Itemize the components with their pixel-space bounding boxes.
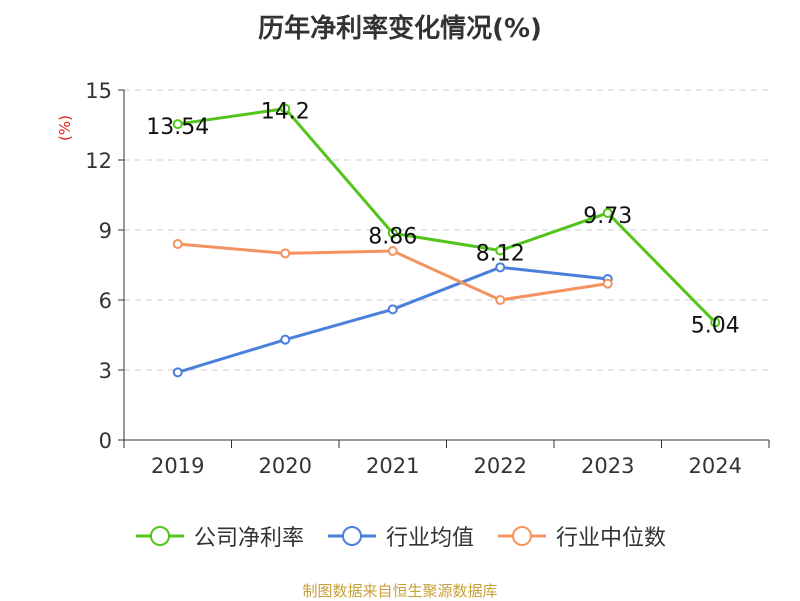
y-tick-label: 0	[99, 429, 112, 453]
grid-lines	[124, 89, 769, 371]
data-labels: 13.54 14.2 8.86 8.12 9.73 5.04	[146, 100, 739, 339]
data-point	[172, 239, 183, 249]
legend-marker-icon	[498, 526, 546, 546]
legend-label: 行业中位数	[556, 526, 667, 551]
data-point	[602, 278, 613, 289]
chart-title: 历年净利率变化情况(%)	[258, 14, 542, 44]
legend-item[interactable]: 行业均值	[326, 520, 474, 552]
y-tick-label: 15	[85, 79, 112, 103]
data-point	[495, 295, 506, 305]
x-tick-label: 2021	[366, 454, 419, 478]
data-label: 9.73	[583, 204, 632, 229]
data-point	[280, 248, 291, 259]
legend-label: 公司净利率	[193, 526, 304, 551]
data-point	[172, 367, 183, 378]
legend-item[interactable]: 行业中位数	[496, 520, 666, 552]
series-line-1	[177, 265, 608, 374]
data-point	[495, 245, 506, 256]
data-label: 8.86	[368, 224, 417, 249]
data-label: 5.04	[691, 313, 740, 338]
y-tick-label: 6	[99, 289, 112, 313]
data-label: 14.2	[261, 100, 310, 125]
legend-marker-icon	[135, 526, 184, 546]
data-label: 13.54	[146, 115, 209, 140]
x-tick-label: 2019	[151, 454, 204, 478]
legend: 公司净利率 行业均值 行业中位数	[0, 520, 800, 552]
source-note: 制图数据来自恒生聚源数据库	[302, 582, 498, 600]
legend-item[interactable]: 公司净利率	[134, 520, 304, 552]
data-point	[602, 207, 613, 218]
data-point	[172, 119, 183, 130]
data-point	[387, 246, 398, 256]
y-axis-label: (%)	[56, 115, 74, 141]
series-layer	[172, 103, 721, 378]
y-tick-label: 3	[99, 359, 112, 383]
x-tick-label: 2023	[581, 454, 634, 478]
series-line-0	[177, 107, 717, 324]
legend-label: 行业均值	[385, 526, 474, 551]
data-point	[280, 103, 291, 114]
data-point	[387, 304, 398, 315]
axes: 0 3 6 9 12 15 2019 2020 2021 2022 2023 2024	[85, 79, 770, 478]
data-point	[387, 228, 398, 239]
data-label: 8.12	[476, 242, 525, 267]
y-tick-label: 12	[85, 149, 112, 173]
data-point	[710, 317, 721, 328]
data-point	[280, 334, 291, 345]
legend-marker-icon	[327, 526, 376, 546]
x-tick-label: 2020	[259, 454, 312, 478]
y-tick-label: 9	[99, 219, 112, 243]
data-point	[495, 262, 506, 273]
x-tick-label: 2022	[474, 454, 527, 478]
x-tick-label: 2024	[689, 454, 742, 478]
